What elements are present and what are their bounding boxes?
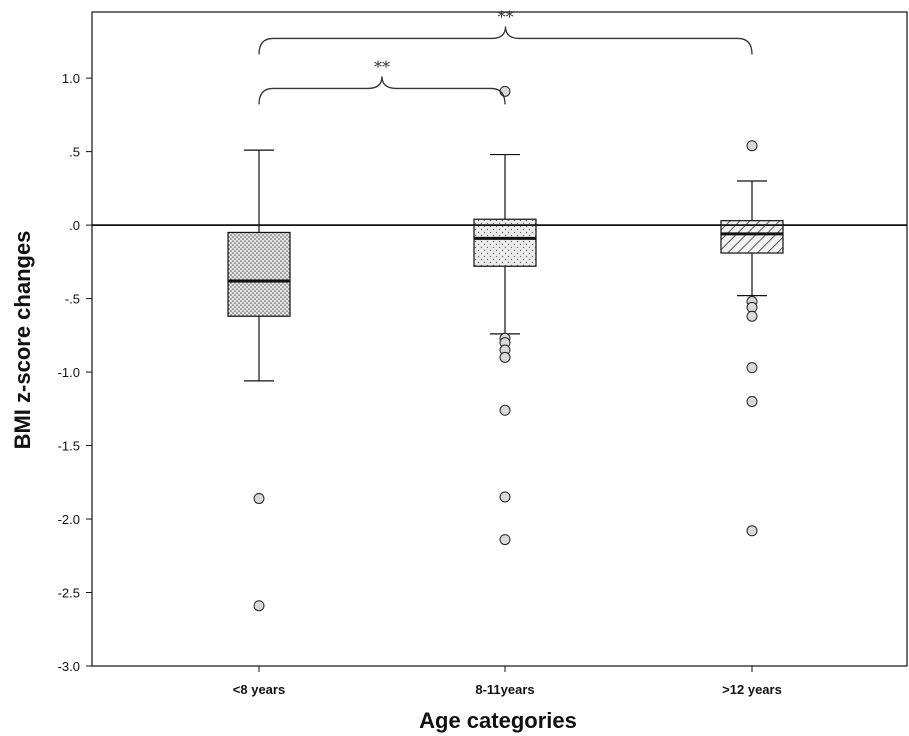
- outlier-point: [499, 534, 511, 546]
- box-iqr: [227, 231, 291, 317]
- outlier-point: [746, 395, 758, 407]
- x-axis-title: Age categories: [419, 708, 577, 733]
- x-tick-label: 8-11years: [475, 682, 534, 697]
- outlier-point: [746, 362, 758, 374]
- outlier-point: [746, 140, 758, 152]
- outlier-point: [499, 404, 511, 416]
- y-tick-label: -1.0: [58, 365, 80, 380]
- significance-label: **: [498, 7, 514, 26]
- y-tick-label: -2.5: [58, 586, 80, 601]
- outlier-point: [499, 85, 511, 97]
- box-iqr: [720, 220, 784, 254]
- outlier-point: [746, 310, 758, 322]
- y-tick-label: -1.5: [58, 439, 80, 454]
- significance-bracket: [258, 26, 753, 55]
- y-axis-title: BMI z-score changes: [10, 231, 35, 450]
- outlier-point: [746, 525, 758, 537]
- plot-area: -3.0 -2.5 -2.0 -1.5 -1.0 -.5 .0 .5 1.0 <8 years 8-…: [58, 7, 908, 697]
- significance-bracket: [258, 76, 506, 105]
- y-tick-label: -3.0: [58, 659, 80, 674]
- plot-frame: [91, 11, 908, 667]
- y-tick-label: 1.0: [62, 71, 80, 86]
- box-iqr: [473, 218, 537, 267]
- y-tick-label: -.5: [65, 292, 80, 307]
- x-tick-label: <8 years: [233, 682, 285, 697]
- y-tick-label: .0: [69, 218, 80, 233]
- x-tick-label: >12 years: [722, 682, 782, 697]
- outlier-point: [499, 351, 511, 363]
- outlier-point: [499, 491, 511, 503]
- y-tick-label: -2.0: [58, 512, 80, 527]
- significance-label: **: [374, 57, 390, 76]
- y-tick-label: .5: [69, 145, 80, 160]
- outlier-point: [253, 492, 265, 504]
- outlier-point: [253, 600, 265, 612]
